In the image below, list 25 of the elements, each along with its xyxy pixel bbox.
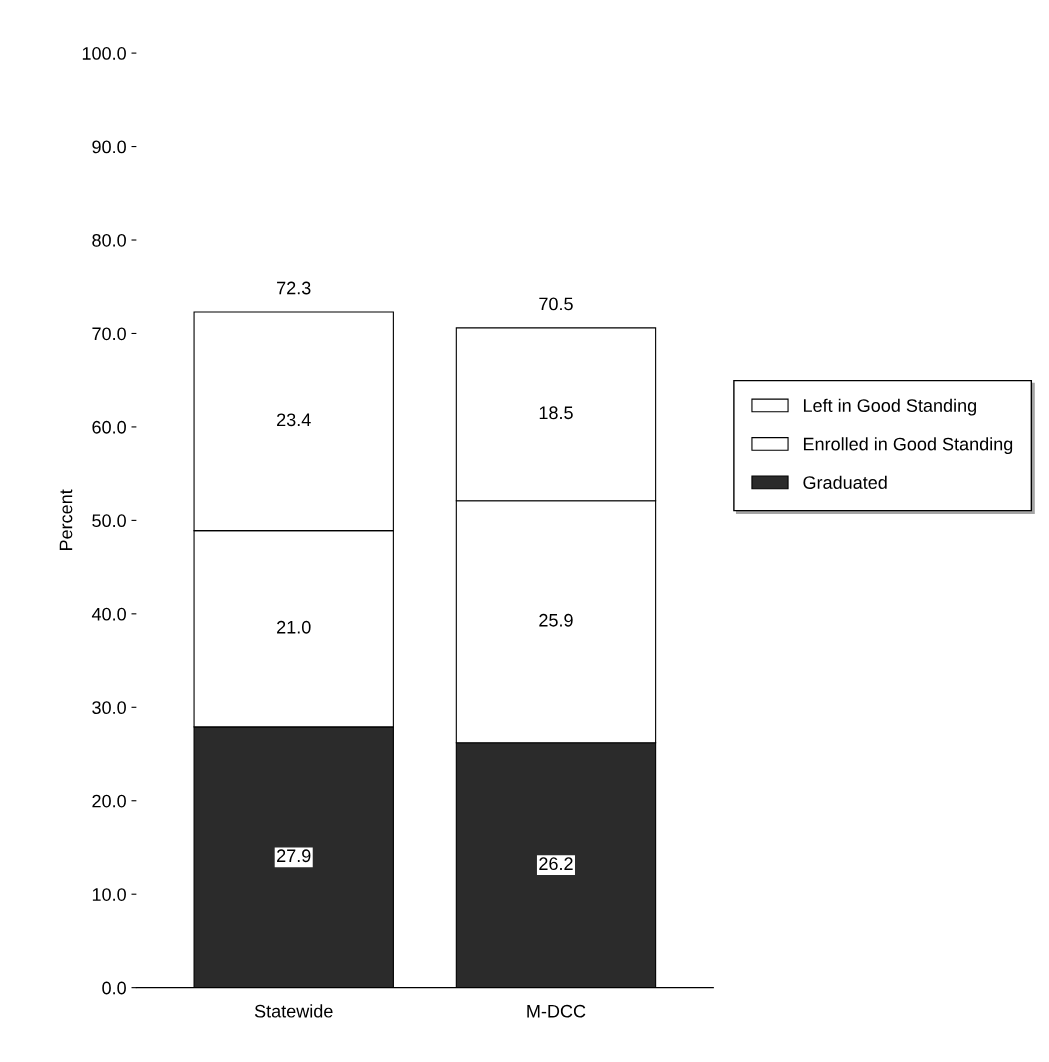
x-tick-label: M-DCC (527, 1004, 586, 1018)
y-tick-label: 50.0 (92, 514, 126, 528)
y-tick-label: 100.0 (82, 47, 126, 60)
data-label: 23.4 (277, 413, 311, 427)
legend-label: Left in Good Standing (803, 398, 976, 416)
total-label: 70.5 (539, 297, 573, 311)
y-axis-title: Percent (59, 489, 73, 551)
y-tick-label: 10.0 (92, 888, 126, 901)
y-tick-label: 90.0 (92, 140, 126, 154)
total-label: 72.3 (277, 281, 311, 295)
data-label: 27.9 (277, 849, 311, 863)
legend-label: Graduated (803, 475, 887, 489)
y-tick-label: 30.0 (92, 701, 126, 715)
data-label: 18.5 (539, 406, 573, 420)
y-tick-label: 70.0 (92, 327, 126, 341)
data-label: 25.9 (539, 613, 573, 627)
x-tick-label: Statewide (254, 1004, 333, 1018)
data-label: 21.0 (277, 620, 311, 634)
y-tick-label: 80.0 (92, 233, 126, 247)
y-tick-label: 40.0 (91, 607, 126, 621)
data-label: 26.2 (539, 857, 573, 871)
legend-label: Enrolled in Good Standing (803, 437, 1013, 455)
y-tick-label: 60.0 (92, 420, 126, 434)
y-tick-label: 20.0 (92, 794, 126, 808)
y-tick-label: 0.0 (102, 981, 126, 995)
